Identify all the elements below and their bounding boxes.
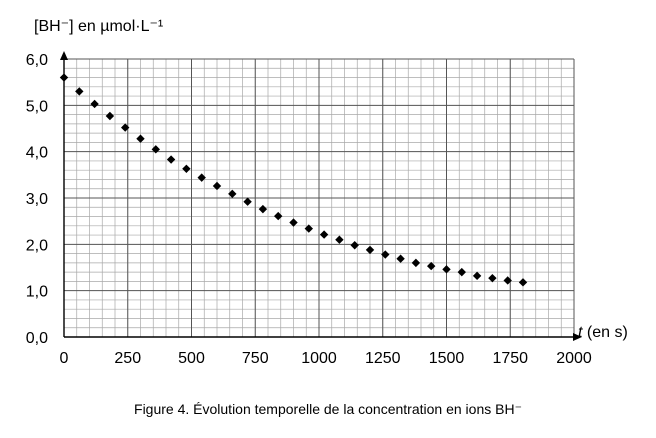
data-point (396, 254, 405, 263)
x-tick-label: 0 (60, 350, 69, 367)
data-point (304, 224, 313, 233)
x-tick-label: 500 (178, 350, 205, 367)
y-tick-label: 6,0 (26, 52, 48, 69)
figure-caption: Figure 4. Évolution temporelle de la con… (134, 401, 522, 417)
data-point (90, 99, 99, 109)
data-point (243, 197, 252, 206)
x-tick-label: 1500 (429, 350, 465, 367)
data-point (319, 230, 329, 239)
data-point (258, 204, 268, 214)
data-point (365, 245, 375, 255)
x-tick-label: 2000 (556, 350, 592, 367)
data-point (105, 111, 115, 121)
data-point (518, 278, 528, 287)
data-point (289, 218, 298, 227)
data-point (228, 189, 237, 199)
y-tick-label: 0,0 (26, 330, 48, 347)
data-point (182, 164, 191, 174)
data-point (166, 155, 176, 164)
data-point (411, 258, 421, 268)
x-tick-label: 750 (242, 350, 269, 367)
chart: 0 250 500 750 1000 1250 1500 1750 2000 0,0 1,0 2,0 3… (26, 18, 628, 367)
data-point (457, 267, 466, 277)
x-axis-arrow (573, 333, 582, 341)
data-point (121, 123, 130, 132)
data-point (472, 271, 482, 281)
data-point (212, 181, 222, 191)
y-tick-label: 3,0 (26, 191, 48, 208)
y-tick-label: 1,0 (26, 284, 48, 301)
y-tick-label: 2,0 (26, 237, 48, 254)
x-tick-label: 1000 (301, 350, 337, 367)
data-point (503, 276, 512, 285)
data-point (197, 173, 206, 182)
x-tick-label: 1250 (365, 350, 401, 367)
data-point (442, 265, 451, 274)
y-tick-label: 4,0 (26, 145, 48, 162)
tick-labels: 0 250 500 750 1000 1250 1500 1750 2000 0,0 1,0 2,0 3… (26, 52, 592, 367)
x-tick-label: 250 (114, 350, 141, 367)
data-point (59, 73, 69, 82)
y-tick-label: 5,0 (26, 98, 48, 115)
data-point (136, 134, 145, 143)
data-point (381, 250, 390, 259)
x-axis-variable: t (578, 324, 583, 341)
axes (60, 51, 582, 341)
data-point (427, 261, 436, 271)
data-point (274, 211, 283, 221)
data-point (350, 241, 359, 250)
y-axis-label: [BH⁻] en µmol·L⁻¹ (34, 18, 163, 35)
x-tick-label: 1750 (492, 350, 528, 367)
x-axis-unit: (en s) (582, 324, 627, 341)
data-point (488, 273, 497, 283)
data-points (59, 73, 528, 287)
data-point (75, 87, 84, 96)
y-axis-arrow (60, 51, 68, 60)
data-point (335, 235, 344, 244)
data-point (151, 145, 160, 154)
x-axis-label: t (en s) (578, 324, 628, 341)
